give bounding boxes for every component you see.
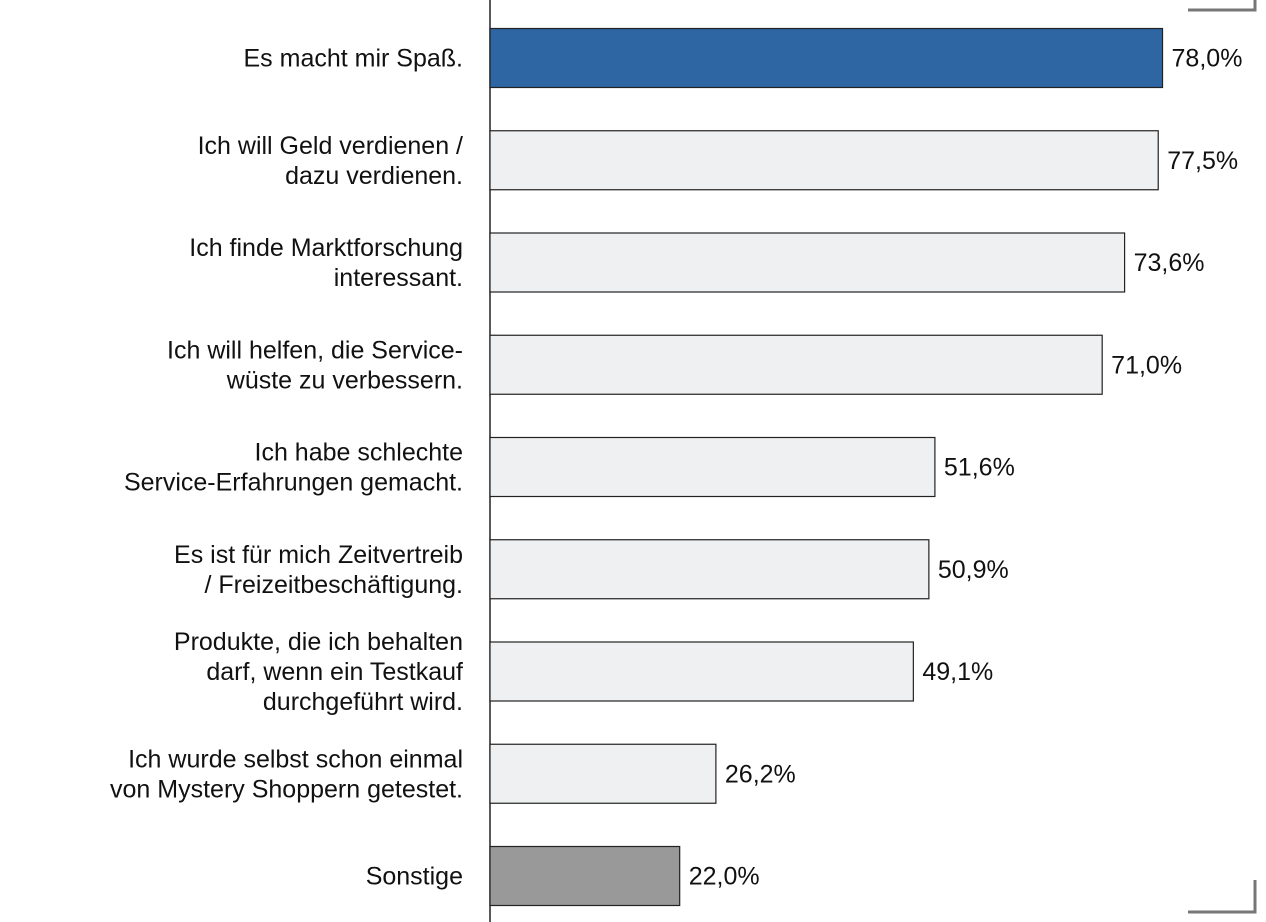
category-label: Es macht mir Spaß. xyxy=(244,45,464,73)
category-label: Ich will helfen, die Service- xyxy=(167,336,463,364)
category-label: Ich habe schlechte xyxy=(255,439,463,467)
category-label: darf, wenn ein Testkauf xyxy=(206,658,463,686)
value-label: 22,0% xyxy=(689,863,760,891)
bar xyxy=(489,436,936,498)
category-label: wüste zu verbessern. xyxy=(226,366,463,394)
value-label: 71,0% xyxy=(1111,351,1182,379)
category-label: durchgeführt wird. xyxy=(263,688,463,716)
category-label: Service-Erfahrungen gemacht. xyxy=(124,469,463,497)
bar xyxy=(489,334,1103,395)
bar xyxy=(489,743,717,804)
frame-corner xyxy=(1188,880,1257,914)
category-label: Es ist für mich Zeitvertreib xyxy=(174,541,463,569)
category-label: Produkte, die ich behalten xyxy=(174,628,463,656)
bar xyxy=(489,845,681,907)
category-label: Ich wurde selbst schon einmal xyxy=(128,745,463,773)
bar xyxy=(489,641,914,702)
category-label: dazu verdienen. xyxy=(285,162,463,190)
value-label: 51,6% xyxy=(944,454,1015,482)
value-label: 50,9% xyxy=(938,556,1009,584)
frame-corner xyxy=(1188,0,1257,12)
value-label: 26,2% xyxy=(725,760,796,788)
value-label: 77,5% xyxy=(1167,147,1238,175)
bar xyxy=(489,130,1159,191)
value-label: 49,1% xyxy=(922,658,993,686)
category-label: interessant. xyxy=(334,264,463,292)
value-label: 73,6% xyxy=(1134,249,1205,277)
bar xyxy=(489,539,930,600)
value-label: 78,0% xyxy=(1172,45,1243,73)
bar xyxy=(489,232,1126,293)
bar xyxy=(489,27,1164,89)
category-label: Ich will Geld verdienen / xyxy=(198,132,463,160)
category-label: von Mystery Shoppern getestet. xyxy=(110,775,463,803)
category-label: Ich finde Marktforschung xyxy=(189,234,463,262)
category-label: / Freizeitbeschäftigung. xyxy=(205,571,463,599)
category-label: Sonstige xyxy=(366,863,463,891)
